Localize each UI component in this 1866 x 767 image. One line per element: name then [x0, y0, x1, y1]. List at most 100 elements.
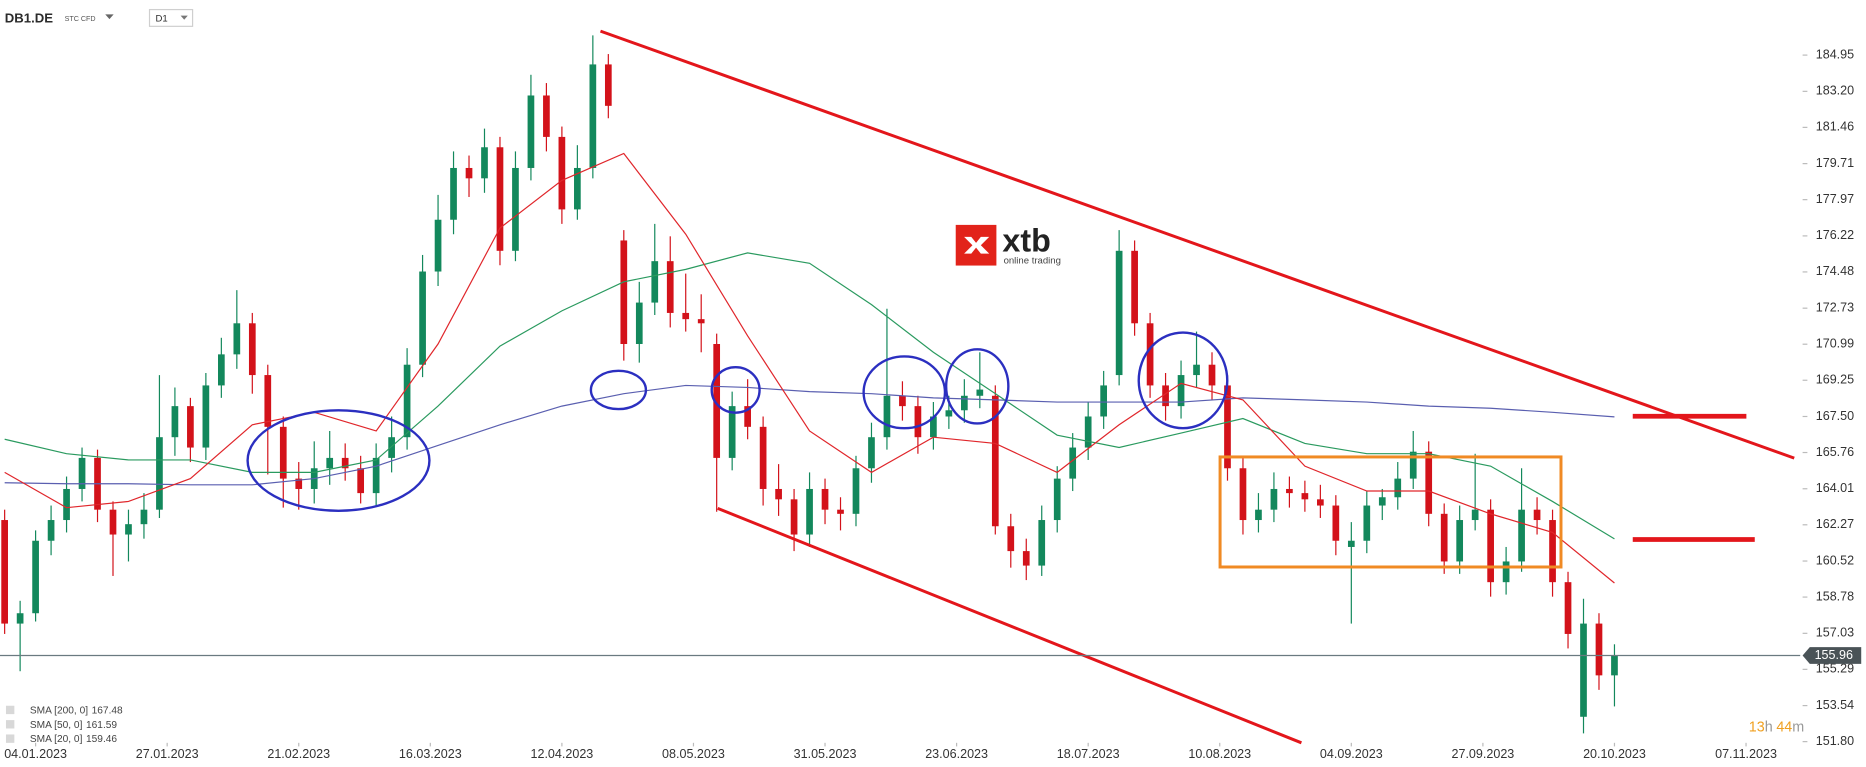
x-tick-label: 07.11.2023 — [1715, 747, 1777, 761]
candle-body — [496, 147, 504, 251]
legend-text: SMA [50, 0] 161.59 — [30, 720, 118, 731]
candle-body — [357, 468, 365, 494]
candle-body — [47, 520, 55, 541]
candle-timer: 13h 44m — [1749, 719, 1804, 735]
candle-body — [1611, 655, 1618, 676]
candle-body — [759, 426, 767, 489]
logo-x — [964, 236, 990, 254]
y-tick-label: 155.29 — [1816, 662, 1854, 676]
candle-body — [32, 540, 39, 614]
candle-body — [744, 406, 751, 427]
y-tick-label: 170.99 — [1816, 337, 1854, 351]
candle-body — [1, 520, 8, 624]
candle-body — [1286, 488, 1293, 494]
candle-body — [543, 95, 550, 137]
last-price-label: 155.96 — [1815, 648, 1853, 662]
candle-body — [991, 395, 999, 527]
x-tick-label: 23.06.2023 — [925, 747, 988, 761]
candle-body — [899, 395, 906, 407]
timer-hours: 13 — [1749, 719, 1765, 735]
candle-body — [1564, 582, 1572, 634]
candle-body — [1115, 250, 1123, 376]
candle-body — [1162, 385, 1169, 407]
candle-body — [295, 478, 303, 489]
candle-body — [620, 240, 628, 345]
candle-body — [697, 319, 705, 324]
candle-body — [1595, 623, 1603, 676]
x-tick-label: 20.10.2023 — [1583, 747, 1646, 761]
candle-body — [1255, 509, 1262, 521]
legend-item: SMA [50, 0] 161.59 — [5, 720, 118, 731]
legend-icon[interactable] — [5, 720, 15, 729]
sma-line — [4, 152, 1615, 584]
x-tick-label: 08.05.2023 — [662, 747, 725, 761]
candle-body — [434, 219, 442, 272]
candle-body — [558, 136, 566, 210]
candle-body — [279, 426, 287, 479]
x-tick-label: 04.09.2023 — [1320, 747, 1383, 761]
candle-body — [1193, 364, 1200, 376]
highlight-circle — [246, 409, 431, 512]
y-tick-label: 169.25 — [1816, 373, 1854, 387]
candle-body — [1378, 497, 1386, 506]
candle-body — [728, 406, 736, 458]
symbol-dropdown[interactable] — [105, 14, 114, 20]
highlight-circle — [944, 348, 1010, 425]
candle-body — [63, 488, 70, 521]
candle-body — [589, 64, 597, 168]
candle-body — [837, 509, 844, 514]
legend-icon[interactable] — [5, 734, 15, 743]
timer-minutes: 44 — [1776, 719, 1792, 735]
candle-body — [1069, 447, 1077, 479]
legend-item: SMA [20, 0] 159.46 — [5, 734, 118, 745]
candle-body — [1363, 505, 1371, 541]
highlight-circle — [862, 355, 947, 430]
candle-body — [976, 389, 984, 396]
logo-tagline: online trading — [1004, 255, 1061, 266]
highlight-circle — [710, 366, 761, 414]
candle-body — [1533, 509, 1541, 521]
y-tick-label: 158.78 — [1816, 589, 1854, 603]
candle-body — [868, 437, 875, 469]
candle-body — [125, 524, 132, 535]
timeframe-box[interactable] — [148, 8, 194, 27]
legend-icon[interactable] — [5, 705, 15, 715]
candle-body — [775, 488, 782, 500]
y-tick-label: 165.76 — [1816, 445, 1854, 459]
x-tick-label: 10.08.2023 — [1188, 747, 1251, 761]
x-tick-label: 04.01.2023 — [4, 747, 67, 761]
candle-body — [202, 385, 210, 448]
header: DB1.DE STC CFD D1 — [5, 8, 194, 27]
legend: SMA [200, 0] 167.48 SMA [50, 0] 161.59 SMA… — [5, 705, 123, 745]
symbol[interactable]: DB1.DE — [5, 11, 53, 26]
y-tick-label: 176.22 — [1816, 228, 1854, 242]
candle-body — [1038, 520, 1046, 566]
candle-body — [1022, 551, 1030, 566]
candle-body — [790, 499, 798, 535]
x-tick-label: 12.04.2023 — [530, 747, 593, 761]
candle-body — [604, 64, 612, 106]
candle-body — [341, 457, 349, 469]
candle-body — [187, 406, 194, 448]
legend-label: SMA [20, 0] — [30, 734, 83, 745]
timer-unit: h — [1765, 719, 1773, 735]
candle-body — [1177, 375, 1185, 407]
candle-body — [1239, 468, 1247, 521]
legend-text: SMA [20, 0] 159.46 — [30, 734, 118, 745]
highlight-circle — [1137, 331, 1229, 430]
timeframe[interactable]: D1 — [156, 14, 168, 25]
candle-body — [1317, 499, 1324, 506]
candle-body — [1440, 513, 1448, 562]
last-price-pointer — [1802, 647, 1862, 664]
candle-body — [156, 437, 163, 510]
legend-label: SMA [200, 0] — [30, 705, 88, 716]
candle-body — [883, 395, 891, 438]
y-tick-label: 160.52 — [1816, 553, 1854, 567]
candle-body — [388, 437, 395, 458]
candle-body — [419, 271, 426, 365]
candle-body — [109, 509, 117, 535]
xtb-logo: xtb online trading — [955, 222, 1061, 266]
candle-body — [78, 457, 86, 489]
timeframe-dropdown[interactable] — [180, 15, 188, 20]
